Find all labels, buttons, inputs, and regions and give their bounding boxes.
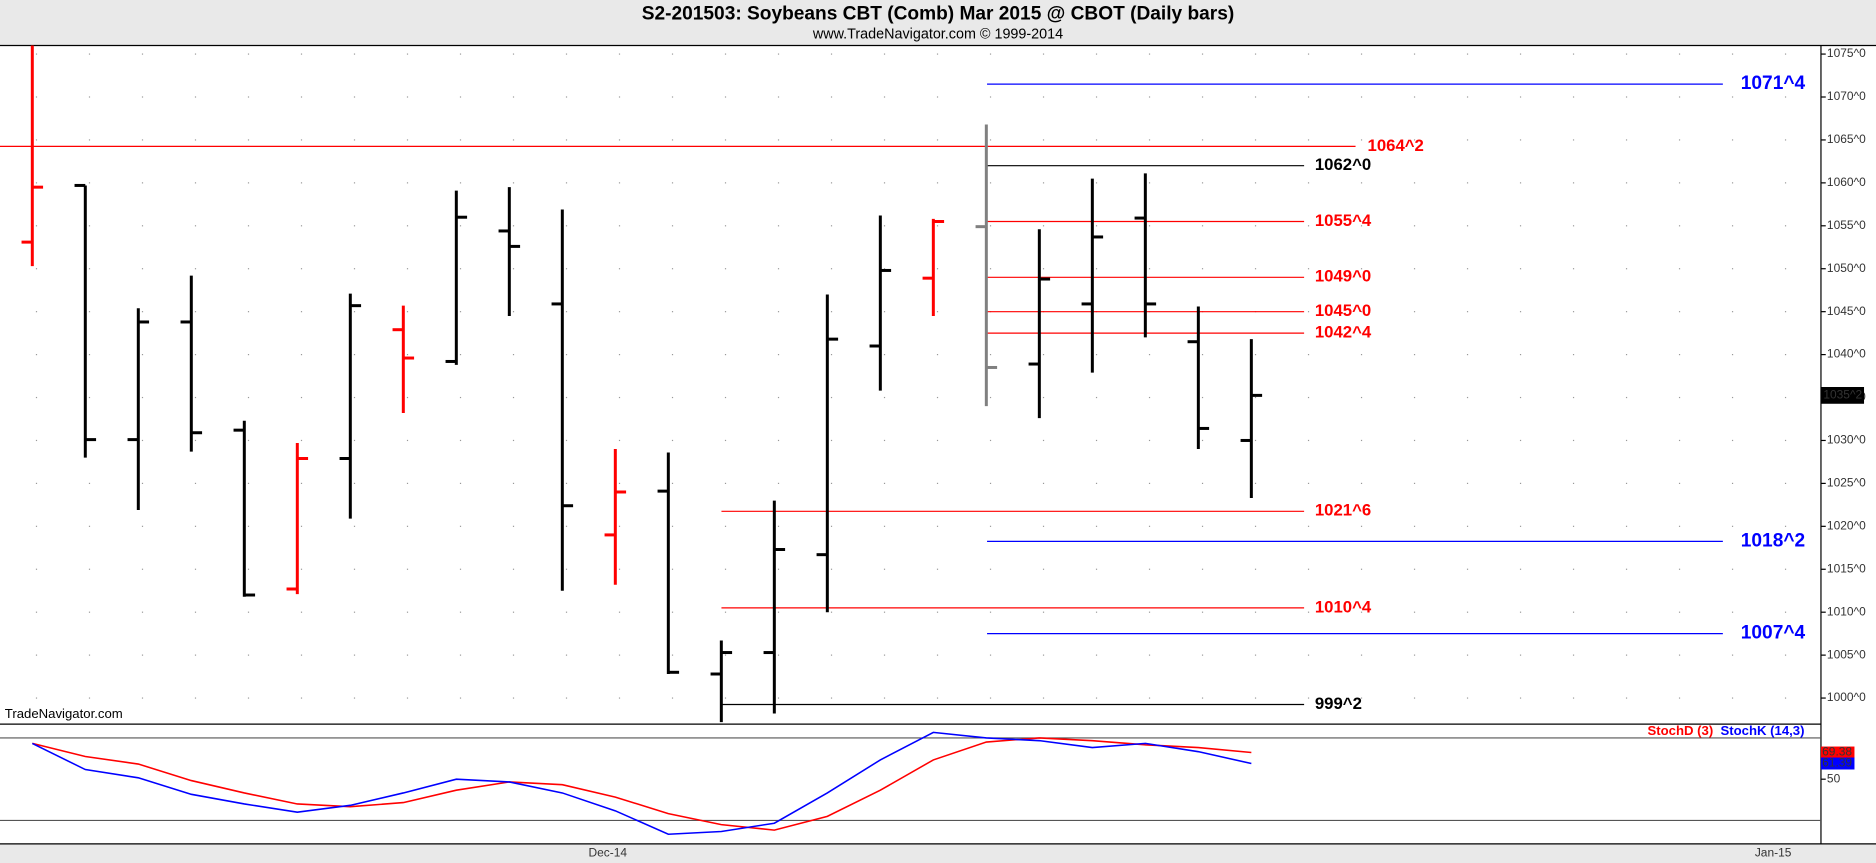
y-tick-label: 1065^0 [1827, 132, 1866, 146]
y-tick-label: 1050^0 [1827, 261, 1866, 275]
level-label: 1049^0 [1315, 267, 1371, 286]
y-tick-label: 1005^0 [1827, 647, 1866, 661]
x-tick-label: Jan-15 [1755, 846, 1792, 860]
chart-title: S2-201503: Soybeans CBT (Comb) Mar 2015 … [642, 3, 1234, 24]
y-tick-label: 1020^0 [1827, 518, 1866, 532]
level-label: 1042^4 [1315, 323, 1372, 342]
date-axis-bar [0, 843, 1876, 863]
title-bar [0, 0, 1876, 46]
stoch-line [31, 731, 1252, 836]
level-label: 999^2 [1315, 694, 1362, 713]
y-tick-label: 1075^0 [1827, 46, 1866, 60]
level-label: 1021^6 [1315, 501, 1371, 520]
y-tick-label: 1000^0 [1827, 690, 1866, 704]
y-tick-label: 1030^0 [1827, 433, 1866, 447]
stoch-line [32, 737, 1252, 831]
y-tick-label: 1055^0 [1827, 218, 1866, 232]
legend-entry: StochK (14,3) [1720, 723, 1804, 738]
y-tick-label: 1010^0 [1827, 604, 1866, 618]
y-tick-label: 1060^0 [1827, 175, 1866, 189]
last-price-label: 1035^2 [1823, 388, 1862, 402]
last-price-box [1820, 387, 1865, 404]
y-tick-label: 50 [1827, 771, 1841, 785]
level-label: 1007^4 [1741, 623, 1806, 644]
y-tick-label: 1025^0 [1827, 476, 1866, 490]
level-label: 1045^0 [1315, 301, 1371, 320]
y-tick-label: 1045^0 [1827, 304, 1866, 318]
x-tick-label: Dec-14 [589, 846, 628, 860]
last-value-label: 69.38 [1822, 745, 1852, 759]
y-tick-label: 1040^0 [1827, 347, 1866, 361]
level-label: 1010^4 [1315, 597, 1372, 616]
level-label: 1055^4 [1315, 211, 1372, 230]
last-value-label: 61.39 [1822, 756, 1852, 770]
level-label: 1018^2 [1741, 530, 1805, 551]
legend-entry: StochD (3) [1647, 723, 1713, 738]
level-label: 1064^2 [1368, 136, 1424, 155]
level-label: 1062^0 [1315, 155, 1371, 174]
level-label: 1071^4 [1741, 73, 1806, 94]
last-value-box [1820, 757, 1855, 770]
y-tick-label: 1015^0 [1827, 561, 1866, 575]
y-tick-label: 1070^0 [1827, 89, 1866, 103]
last-value-box [1820, 746, 1855, 759]
chart-subtitle: www.TradeNavigator.com © 1999-2014 [812, 27, 1063, 43]
watermark: TradeNavigator.com [5, 706, 123, 721]
